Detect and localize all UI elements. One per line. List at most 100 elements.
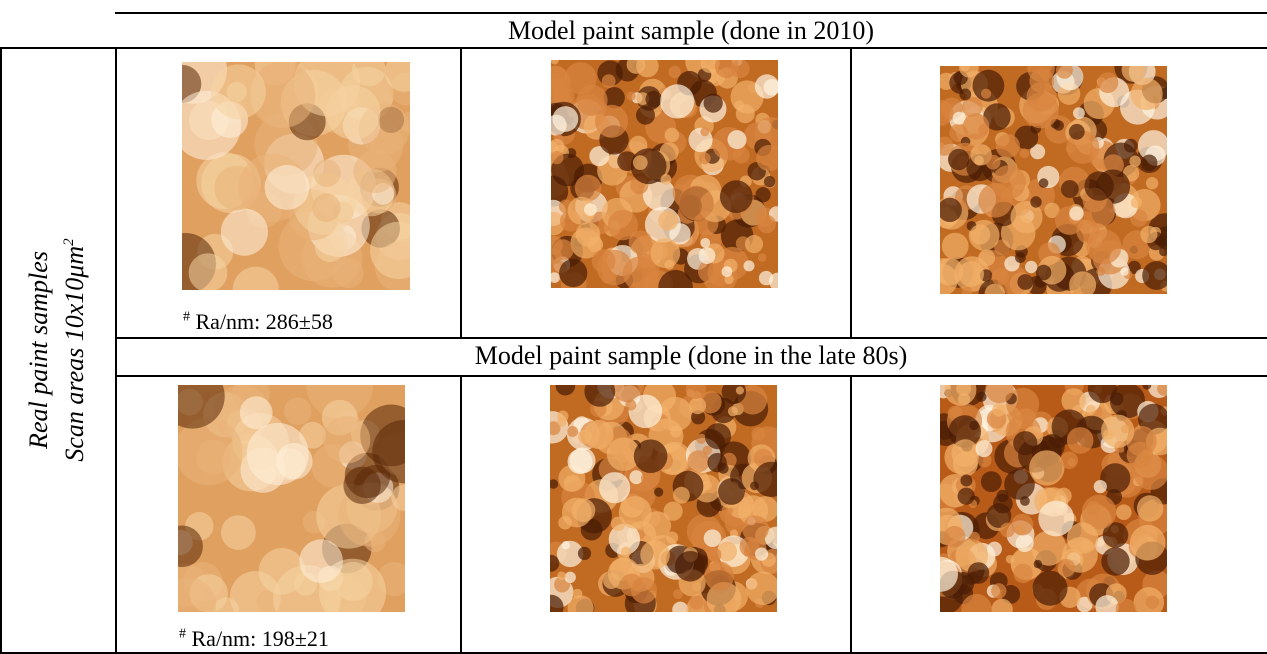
texture <box>645 91 662 108</box>
caption-marker: # <box>179 627 186 642</box>
texture <box>718 463 729 474</box>
texture <box>1140 226 1157 243</box>
texture <box>976 440 993 457</box>
texture <box>602 74 616 88</box>
texture <box>562 541 570 549</box>
rule <box>115 375 1267 377</box>
texture <box>733 147 750 164</box>
row-label-sup: 2 <box>61 238 77 246</box>
texture <box>636 106 655 125</box>
texture <box>722 266 733 277</box>
texture <box>1131 197 1142 208</box>
texture <box>1120 268 1128 276</box>
texture <box>970 224 990 244</box>
texture <box>584 203 597 216</box>
texture <box>707 548 721 562</box>
texture <box>567 426 578 437</box>
texture <box>584 420 613 449</box>
texture <box>666 532 678 544</box>
row-label-text: Scan areas 10x10μm <box>60 246 89 462</box>
texture <box>1086 405 1096 415</box>
texture <box>689 595 704 610</box>
texture <box>1057 559 1075 577</box>
rule <box>460 47 462 338</box>
texture <box>553 106 579 132</box>
texture <box>1101 547 1129 575</box>
texture <box>326 85 381 140</box>
texture <box>1116 504 1132 520</box>
texture <box>996 134 1020 158</box>
texture <box>958 261 984 287</box>
texture <box>745 235 763 253</box>
caption-marker: # <box>183 310 190 325</box>
texture <box>993 494 1013 514</box>
texture <box>755 548 768 561</box>
texture <box>284 397 312 425</box>
texture <box>1127 442 1153 468</box>
texture <box>660 84 694 118</box>
afm-image <box>940 66 1167 294</box>
texture <box>343 467 380 504</box>
texture <box>1020 148 1030 158</box>
texture <box>970 532 980 542</box>
texture <box>661 174 672 185</box>
texture <box>572 589 582 599</box>
texture <box>1029 69 1054 94</box>
texture <box>1130 525 1166 561</box>
texture <box>562 498 592 528</box>
texture <box>744 260 755 271</box>
texture <box>1036 265 1052 281</box>
texture <box>986 155 1001 170</box>
texture <box>1101 415 1134 448</box>
texture <box>700 127 709 136</box>
texture <box>633 155 648 170</box>
texture <box>592 249 616 273</box>
texture <box>1146 596 1159 609</box>
texture <box>313 160 340 187</box>
texture <box>625 400 636 411</box>
texture <box>958 488 975 505</box>
rule <box>850 47 852 338</box>
texture <box>705 423 731 449</box>
texture <box>1023 93 1059 129</box>
caption-text: Ra/nm: 198±21 <box>192 626 329 651</box>
texture <box>1137 495 1163 521</box>
texture <box>699 247 716 264</box>
texture <box>1129 156 1140 167</box>
afm-image <box>550 385 777 612</box>
texture <box>942 233 969 260</box>
texture <box>221 209 268 256</box>
texture <box>968 562 990 584</box>
rule <box>0 652 1267 654</box>
texture <box>1061 180 1079 198</box>
texture <box>627 92 636 101</box>
texture <box>1012 514 1034 536</box>
texture <box>1098 72 1119 93</box>
afm-image <box>178 385 405 612</box>
texture <box>1069 124 1085 140</box>
texture <box>673 487 690 504</box>
texture <box>621 547 631 557</box>
texture <box>1061 452 1079 470</box>
texture <box>981 89 991 99</box>
texture <box>1025 261 1037 273</box>
texture <box>333 257 364 288</box>
section-heading: Model paint sample (done in the late 80s… <box>115 339 1267 373</box>
texture <box>620 574 643 597</box>
texture <box>211 64 266 119</box>
row-label-line: Scan areas 10x10μm2 <box>54 238 90 461</box>
texture <box>1029 450 1064 485</box>
texture <box>696 434 706 444</box>
afm-image <box>182 62 410 290</box>
texture <box>700 238 710 248</box>
texture <box>221 515 256 550</box>
texture <box>568 449 593 474</box>
caption: # Ra/nm: 198±21 <box>179 626 329 652</box>
row-label: Real paint samples Scan areas 10x10μm2 <box>24 238 90 461</box>
texture <box>1146 177 1158 189</box>
texture <box>654 488 663 497</box>
texture <box>1067 427 1094 454</box>
texture <box>728 406 738 416</box>
texture <box>299 539 343 583</box>
texture <box>689 397 706 414</box>
